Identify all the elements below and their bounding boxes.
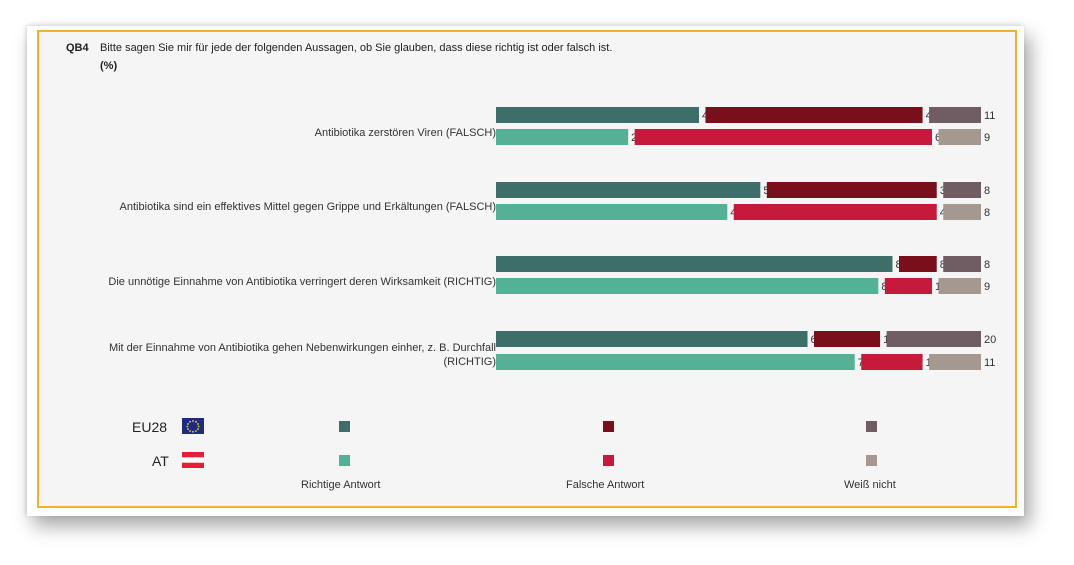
legend-eu28-label: EU28 — [132, 419, 168, 435]
bar-at-correct-2 — [496, 204, 728, 220]
legend-at-label: AT — [152, 453, 169, 469]
value-label-eu28-wrong-3: 8 — [940, 259, 946, 271]
bar-at-correct-4 — [496, 354, 855, 370]
category-label-2: Antibiotika sind ein effektives Mittel g… — [119, 201, 496, 213]
value-label-eu28-dk-1: 11 — [984, 110, 995, 122]
bar-eu28-dk-2 — [943, 182, 981, 198]
bar-eu28-correct-1 — [496, 107, 699, 123]
bar-at-correct-3 — [496, 278, 879, 294]
question-code: QB4 — [66, 42, 89, 54]
value-label-eu28-dk-2: 8 — [984, 185, 990, 197]
bar-at-wrong-1 — [634, 129, 933, 145]
eu-flag-icon — [182, 418, 204, 434]
legend-label-correct: Richtige Antwort — [301, 479, 381, 491]
bar-eu28-wrong-3 — [898, 256, 937, 272]
value-label-eu28-dk-3: 8 — [984, 259, 990, 271]
bar-at-dk-4 — [929, 354, 981, 370]
value-label-at-dk-2: 8 — [984, 207, 990, 219]
value-label-at-dk-3: 9 — [984, 281, 990, 293]
chart-card: QB4 Bitte sagen Sie mir für jede der fol… — [27, 26, 1024, 516]
legend-swatch-at-wrong — [603, 455, 614, 466]
legend-swatch-eu-dk — [866, 421, 877, 432]
bar-eu28-correct-3 — [496, 256, 893, 272]
legend-swatch-eu-wrong — [603, 421, 614, 432]
bar-eu28-dk-1 — [929, 107, 981, 123]
legend-label-wrong: Falsche Antwort — [566, 479, 645, 491]
bar-at-dk-2 — [943, 204, 981, 220]
bar-chart: 4346112863956368494388488811096614207613… — [496, 107, 996, 370]
bar-eu28-dk-3 — [943, 256, 981, 272]
bar-eu28-wrong-1 — [705, 107, 923, 123]
question-text: Bitte sagen Sie mir für jede der folgend… — [100, 42, 613, 54]
value-label-at-dk-1: 9 — [984, 132, 990, 144]
category-label-3: Die unnötige Einnahme von Antibiotika ve… — [108, 276, 496, 288]
value-label-at-dk-4: 11 — [984, 357, 995, 369]
category-label-1: Antibiotika zerstören Viren (FALSCH) — [314, 127, 496, 139]
bar-eu28-correct-2 — [496, 182, 761, 198]
bar-eu28-dk-4 — [886, 331, 981, 347]
bar-eu28-correct-4 — [496, 331, 808, 347]
value-label-eu28-dk-4: 20 — [984, 334, 996, 346]
bar-at-dk-3 — [938, 278, 981, 294]
unit-label: (%) — [100, 60, 118, 72]
austria-flag-icon — [182, 452, 204, 468]
category-label-4: Mit der Einnahme von Antibiotika gehen N… — [108, 342, 496, 368]
bar-eu28-wrong-2 — [766, 182, 937, 198]
bar-eu28-wrong-4 — [814, 331, 881, 347]
legend-swatch-at-correct — [339, 455, 350, 466]
bar-at-wrong-3 — [884, 278, 933, 294]
bar-at-correct-1 — [496, 129, 629, 145]
legend-swatch-at-dk — [866, 455, 877, 466]
chart-frame: QB4 Bitte sagen Sie mir für jede der fol… — [37, 30, 1017, 508]
bar-at-dk-1 — [938, 129, 981, 145]
bar-at-wrong-4 — [861, 354, 923, 370]
legend-label-dk: Weiß nicht — [844, 479, 896, 491]
bar-at-wrong-2 — [733, 204, 937, 220]
legend-swatch-eu-correct — [339, 421, 350, 432]
